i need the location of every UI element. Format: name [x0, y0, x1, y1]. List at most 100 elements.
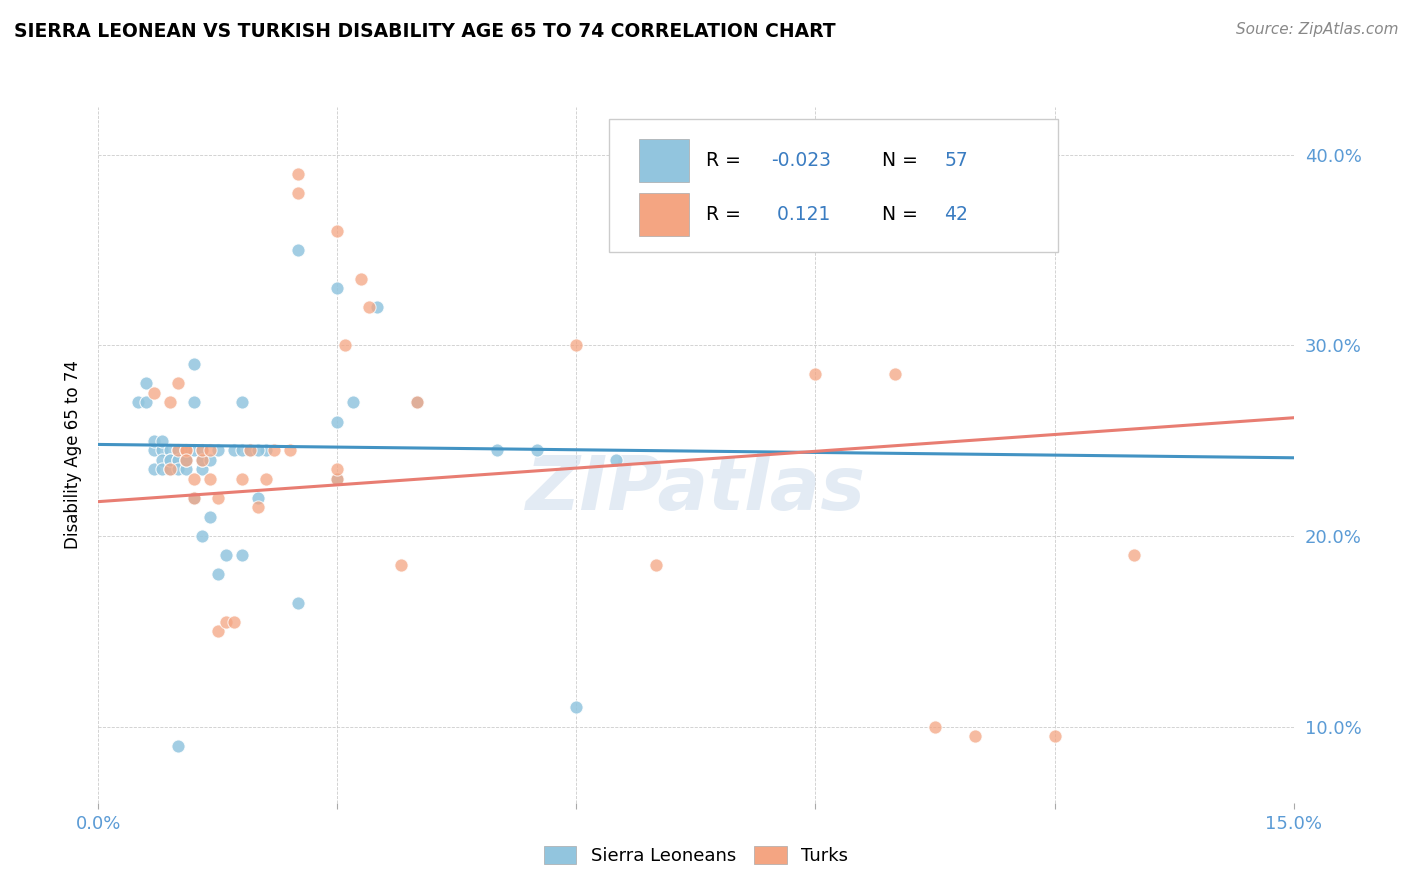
- Text: ZIPatlas: ZIPatlas: [526, 453, 866, 526]
- Text: SIERRA LEONEAN VS TURKISH DISABILITY AGE 65 TO 74 CORRELATION CHART: SIERRA LEONEAN VS TURKISH DISABILITY AGE…: [14, 22, 835, 41]
- Point: [287, 243, 309, 257]
- Point: [565, 700, 588, 714]
- Point: [231, 443, 253, 458]
- Point: [335, 338, 357, 352]
- Point: [605, 452, 627, 467]
- Point: [287, 596, 309, 610]
- Text: 42: 42: [945, 205, 969, 225]
- Point: [198, 452, 221, 467]
- Point: [167, 443, 190, 458]
- Point: [326, 281, 349, 295]
- Text: N =: N =: [883, 151, 924, 170]
- Point: [406, 395, 429, 409]
- Point: [135, 376, 157, 391]
- Point: [1123, 548, 1146, 562]
- Point: [239, 443, 262, 458]
- Point: [174, 443, 197, 458]
- Point: [159, 443, 181, 458]
- Point: [167, 443, 190, 458]
- Point: [804, 367, 827, 381]
- Point: [191, 452, 214, 467]
- Point: [191, 452, 214, 467]
- Point: [167, 739, 190, 753]
- Point: [183, 491, 205, 505]
- Point: [191, 529, 214, 543]
- Point: [239, 443, 262, 458]
- Y-axis label: Disability Age 65 to 74: Disability Age 65 to 74: [65, 360, 83, 549]
- Point: [254, 472, 277, 486]
- Point: [485, 443, 508, 458]
- Point: [135, 395, 157, 409]
- Point: [287, 186, 309, 200]
- FancyBboxPatch shape: [638, 139, 689, 182]
- Point: [143, 434, 166, 448]
- Text: -0.023: -0.023: [772, 151, 831, 170]
- Point: [884, 367, 907, 381]
- Point: [254, 443, 277, 458]
- Point: [198, 509, 221, 524]
- Point: [174, 443, 197, 458]
- Point: [924, 720, 946, 734]
- Point: [231, 395, 253, 409]
- Point: [963, 729, 986, 743]
- Point: [159, 395, 181, 409]
- Point: [150, 452, 173, 467]
- Point: [246, 500, 269, 515]
- Point: [198, 443, 221, 458]
- Point: [167, 452, 190, 467]
- Text: 0.121: 0.121: [772, 205, 831, 225]
- Point: [143, 443, 166, 458]
- Point: [159, 452, 181, 467]
- Point: [167, 376, 190, 391]
- Point: [263, 443, 285, 458]
- Point: [278, 443, 301, 458]
- Point: [174, 443, 197, 458]
- FancyBboxPatch shape: [638, 194, 689, 236]
- Point: [127, 395, 149, 409]
- Text: R =: R =: [706, 151, 747, 170]
- Point: [174, 462, 197, 476]
- Point: [183, 472, 205, 486]
- Point: [191, 452, 214, 467]
- FancyBboxPatch shape: [609, 119, 1059, 252]
- Point: [287, 167, 309, 181]
- Point: [326, 472, 349, 486]
- Point: [150, 434, 173, 448]
- Point: [174, 452, 197, 467]
- Point: [191, 462, 214, 476]
- Text: R =: R =: [706, 205, 747, 225]
- Point: [359, 300, 381, 314]
- Point: [167, 462, 190, 476]
- Point: [526, 443, 548, 458]
- Point: [389, 558, 412, 572]
- Point: [159, 452, 181, 467]
- Point: [159, 462, 181, 476]
- Point: [191, 443, 214, 458]
- Point: [406, 395, 429, 409]
- Legend: Sierra Leoneans, Turks: Sierra Leoneans, Turks: [538, 840, 853, 871]
- Point: [207, 624, 229, 639]
- Point: [222, 615, 245, 629]
- Point: [1043, 729, 1066, 743]
- Point: [207, 491, 229, 505]
- Point: [143, 386, 166, 401]
- Point: [645, 558, 668, 572]
- Point: [326, 462, 349, 476]
- Point: [183, 491, 205, 505]
- Point: [174, 452, 197, 467]
- Text: N =: N =: [883, 205, 924, 225]
- Point: [150, 462, 173, 476]
- Point: [207, 567, 229, 582]
- Point: [191, 443, 214, 458]
- Point: [174, 452, 197, 467]
- Point: [183, 357, 205, 371]
- Point: [231, 548, 253, 562]
- Point: [207, 443, 229, 458]
- Point: [215, 548, 238, 562]
- Point: [143, 462, 166, 476]
- Point: [366, 300, 388, 314]
- Point: [159, 462, 181, 476]
- Text: 57: 57: [945, 151, 969, 170]
- Point: [326, 472, 349, 486]
- Point: [167, 452, 190, 467]
